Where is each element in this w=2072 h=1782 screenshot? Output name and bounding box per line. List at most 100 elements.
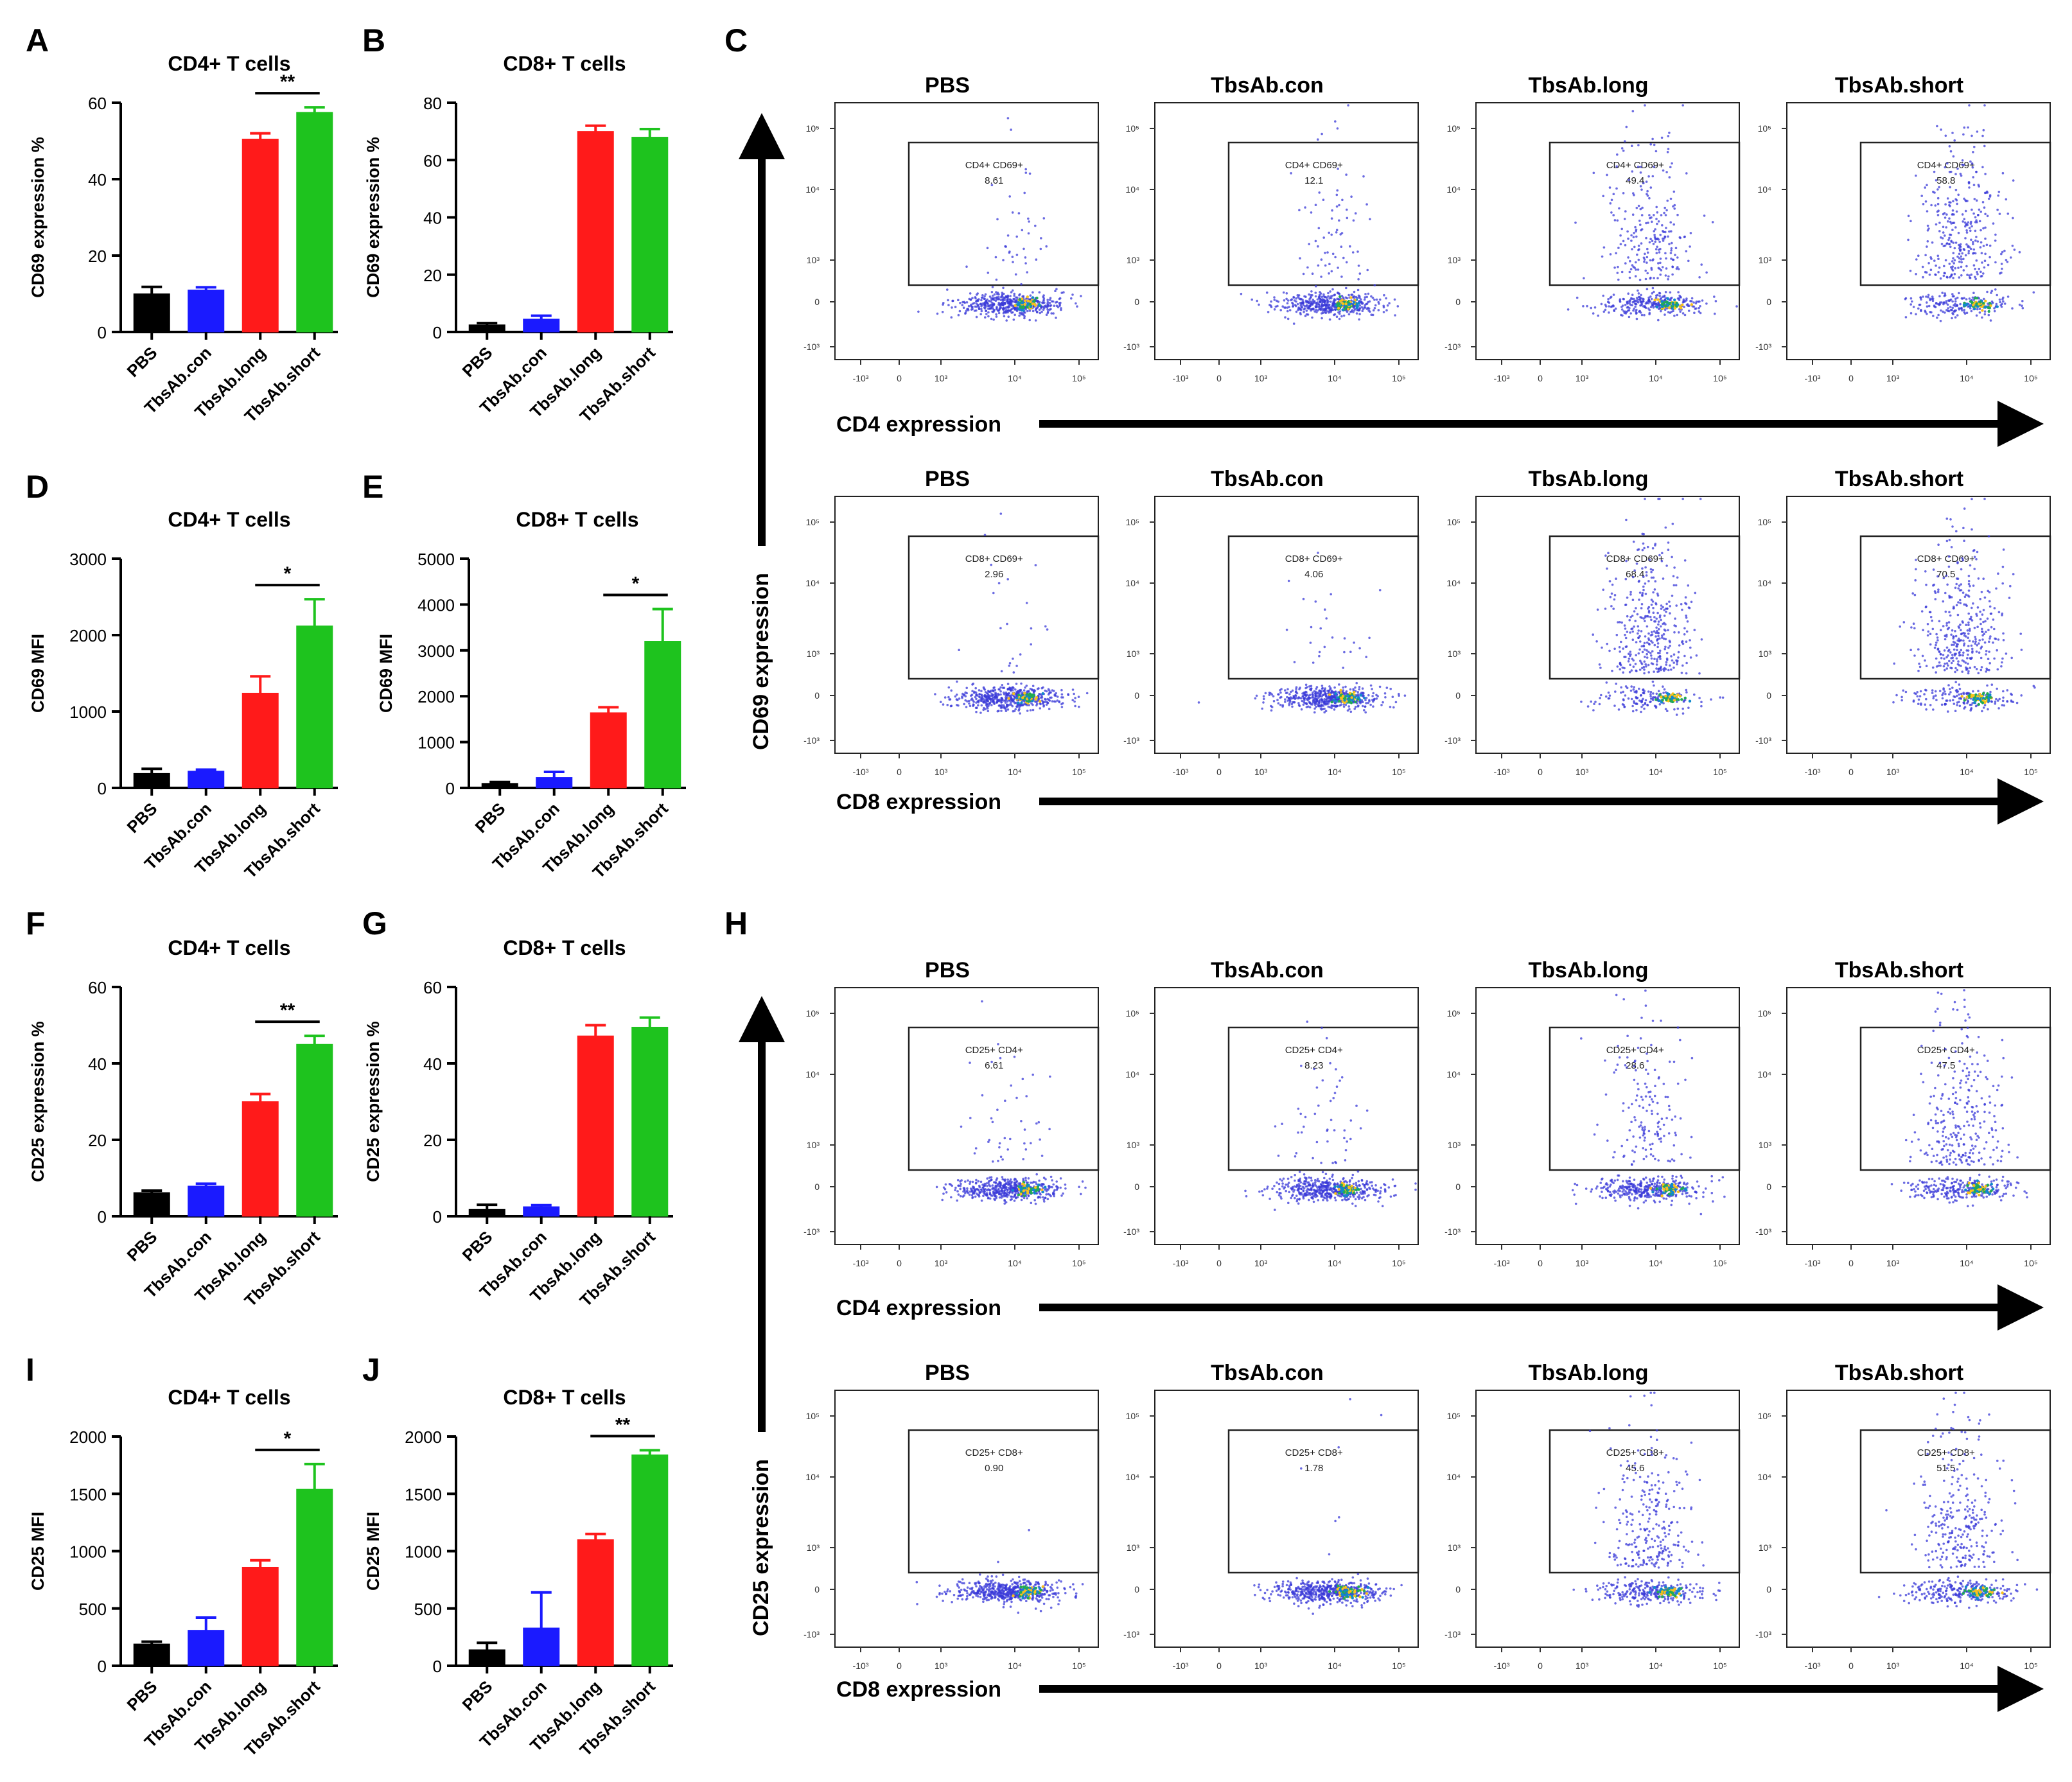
event-dot bbox=[1942, 577, 1945, 579]
event-dot bbox=[1652, 692, 1655, 695]
event-dot bbox=[1653, 143, 1656, 146]
event-dot bbox=[1658, 703, 1662, 706]
event-dot bbox=[1693, 629, 1696, 631]
event-dot bbox=[1938, 230, 1941, 232]
event-dot bbox=[1941, 237, 1944, 240]
event-dot bbox=[1629, 312, 1632, 315]
event-dot bbox=[1281, 705, 1284, 708]
event-dot bbox=[1317, 227, 1321, 230]
event-dot bbox=[992, 319, 995, 321]
event-dot bbox=[1335, 704, 1338, 708]
y-tick-label: 3000 bbox=[69, 550, 107, 569]
event-dot bbox=[1969, 703, 1972, 706]
event-dot bbox=[1027, 217, 1030, 220]
y-tick-label: 10⁴ bbox=[805, 184, 820, 195]
event-dot bbox=[1330, 695, 1333, 698]
y-axis-label: CD69 MFI bbox=[28, 634, 48, 713]
event-dot bbox=[1941, 292, 1944, 294]
event-dot bbox=[1951, 643, 1953, 647]
event-dot bbox=[1310, 301, 1313, 303]
event-dot bbox=[1624, 577, 1628, 581]
event-dot bbox=[1669, 291, 1672, 294]
event-dot bbox=[1639, 185, 1642, 188]
y-tick-label: 0 bbox=[446, 779, 455, 798]
event-dot bbox=[1698, 672, 1701, 675]
y-tick-label: 20 bbox=[88, 247, 107, 266]
event-dot-dense bbox=[1015, 697, 1019, 700]
event-dot bbox=[1633, 245, 1636, 249]
event-dot bbox=[1254, 697, 1257, 700]
event-dot bbox=[2018, 250, 2021, 254]
event-dot bbox=[1932, 695, 1935, 698]
x-category-label: PBS bbox=[471, 799, 509, 837]
event-dot bbox=[1015, 310, 1019, 313]
event-dot bbox=[1003, 315, 1006, 318]
event-dot bbox=[1980, 591, 1983, 593]
event-dot bbox=[1280, 695, 1283, 699]
x-category-label: PBS bbox=[123, 1227, 161, 1265]
event-dot bbox=[1971, 166, 1974, 169]
event-dot bbox=[1290, 690, 1292, 694]
event-dot bbox=[1009, 300, 1012, 303]
event-dot bbox=[1987, 263, 1990, 266]
event-dot bbox=[1644, 269, 1647, 272]
event-dot bbox=[1310, 211, 1313, 214]
y-tick-label: 2000 bbox=[405, 1428, 442, 1447]
event-dot bbox=[1975, 259, 1978, 262]
event-dot bbox=[1946, 197, 1949, 200]
event-dot bbox=[1683, 306, 1685, 308]
event-dot bbox=[1645, 222, 1647, 225]
event-dot bbox=[2021, 307, 2024, 310]
event-dot bbox=[1960, 174, 1963, 177]
event-dot bbox=[1609, 595, 1612, 598]
event-dot bbox=[996, 309, 999, 312]
event-dot bbox=[969, 292, 972, 295]
event-dot bbox=[1915, 559, 1917, 561]
event-dot bbox=[1971, 651, 1974, 654]
event-dot bbox=[1954, 241, 1958, 244]
event-dot bbox=[1025, 685, 1028, 687]
event-dot bbox=[1341, 198, 1344, 202]
event-dot bbox=[991, 301, 994, 304]
event-dot bbox=[1639, 660, 1642, 662]
event-dot bbox=[1692, 301, 1695, 304]
event-dot-dense bbox=[1673, 699, 1676, 702]
event-dot bbox=[1318, 689, 1321, 692]
event-dot bbox=[1398, 692, 1400, 695]
event-dot bbox=[1617, 708, 1620, 711]
event-dot bbox=[1660, 604, 1663, 607]
event-dot bbox=[1006, 683, 1010, 685]
event-dot bbox=[1984, 226, 1987, 229]
event-dot bbox=[990, 305, 993, 308]
event-dot bbox=[1622, 240, 1625, 243]
event-dot bbox=[947, 304, 950, 306]
event-dot bbox=[1026, 271, 1028, 274]
event-dot bbox=[1615, 577, 1617, 580]
event-dot bbox=[1926, 301, 1928, 304]
event-dot bbox=[1656, 629, 1658, 633]
event-dot bbox=[1046, 308, 1049, 311]
event-dot-dense bbox=[1348, 701, 1351, 704]
event-dot bbox=[1583, 277, 1585, 280]
y-tick-label: 1500 bbox=[69, 1485, 107, 1504]
event-dot bbox=[1303, 697, 1306, 700]
event-dot bbox=[1633, 232, 1635, 234]
event-dot bbox=[1949, 205, 1951, 207]
event-dot bbox=[1635, 669, 1638, 672]
event-dot-dense bbox=[1975, 297, 1979, 300]
event-dot bbox=[1612, 293, 1615, 296]
event-dot bbox=[1624, 262, 1627, 265]
event-dot bbox=[1956, 613, 1960, 616]
event-dot bbox=[1610, 305, 1613, 308]
event-dot bbox=[1280, 688, 1283, 690]
event-dot bbox=[1918, 695, 1922, 697]
event-dot bbox=[1004, 307, 1007, 310]
bar-tbsab-short bbox=[296, 1489, 333, 1666]
event-dot bbox=[1628, 618, 1631, 622]
event-dot bbox=[1660, 214, 1663, 216]
event-dot bbox=[1953, 247, 1956, 250]
event-dot bbox=[1624, 645, 1628, 649]
event-dot bbox=[1012, 671, 1015, 674]
event-dot bbox=[1679, 295, 1682, 299]
event-dot bbox=[1306, 301, 1309, 304]
